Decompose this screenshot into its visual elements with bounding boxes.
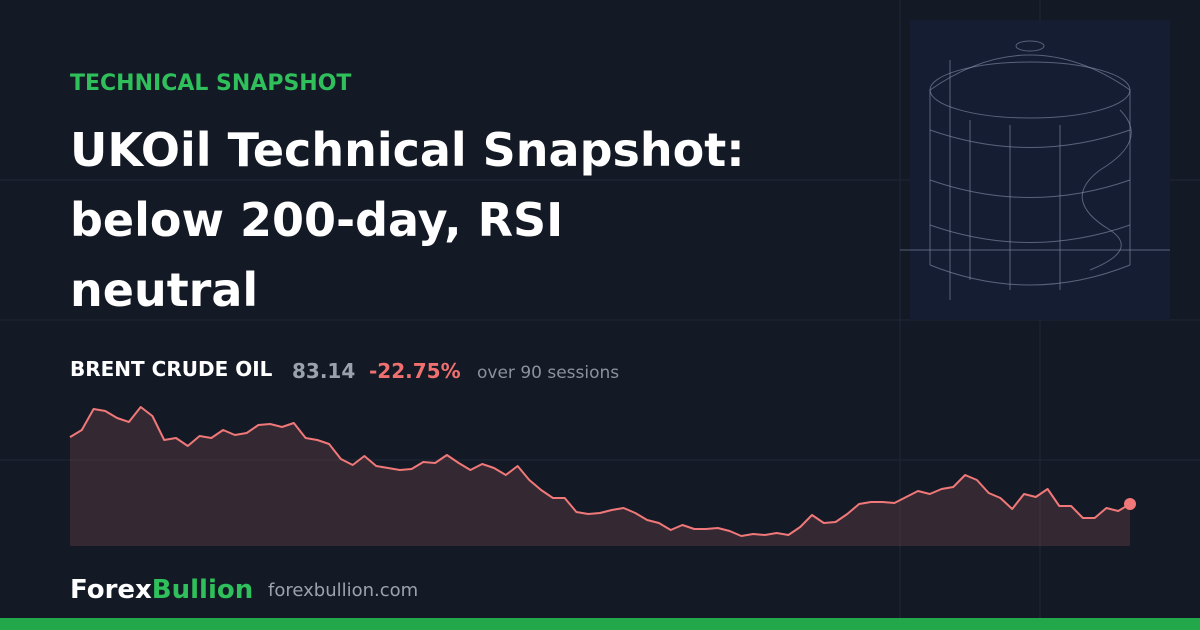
title-line: neutral xyxy=(70,263,258,317)
sparkline-line xyxy=(69,406,1131,537)
instrument: BRENT CRUDE OIL xyxy=(70,357,273,381)
illustration-panel xyxy=(910,20,1170,320)
kicker: TECHNICAL SNAPSHOT xyxy=(70,71,351,96)
last-point xyxy=(1124,498,1136,511)
period: over 90 sessions xyxy=(477,363,619,383)
price: 83.14 xyxy=(292,359,355,383)
brand-part: Forex xyxy=(70,575,152,605)
oil-tank-illustration xyxy=(900,40,1170,300)
brand-part: Bullion xyxy=(152,575,253,605)
footer-bar xyxy=(0,618,1200,630)
brand: ForexBullion xyxy=(70,575,253,605)
title-line: UKOil Technical Snapshot: xyxy=(70,123,745,177)
title-line: below 200-day, RSI xyxy=(70,193,563,247)
sparkline xyxy=(69,406,1136,546)
domain: forexbullion.com xyxy=(268,580,418,601)
change: -22.75% xyxy=(369,359,461,383)
sparkline-area xyxy=(70,407,1130,546)
